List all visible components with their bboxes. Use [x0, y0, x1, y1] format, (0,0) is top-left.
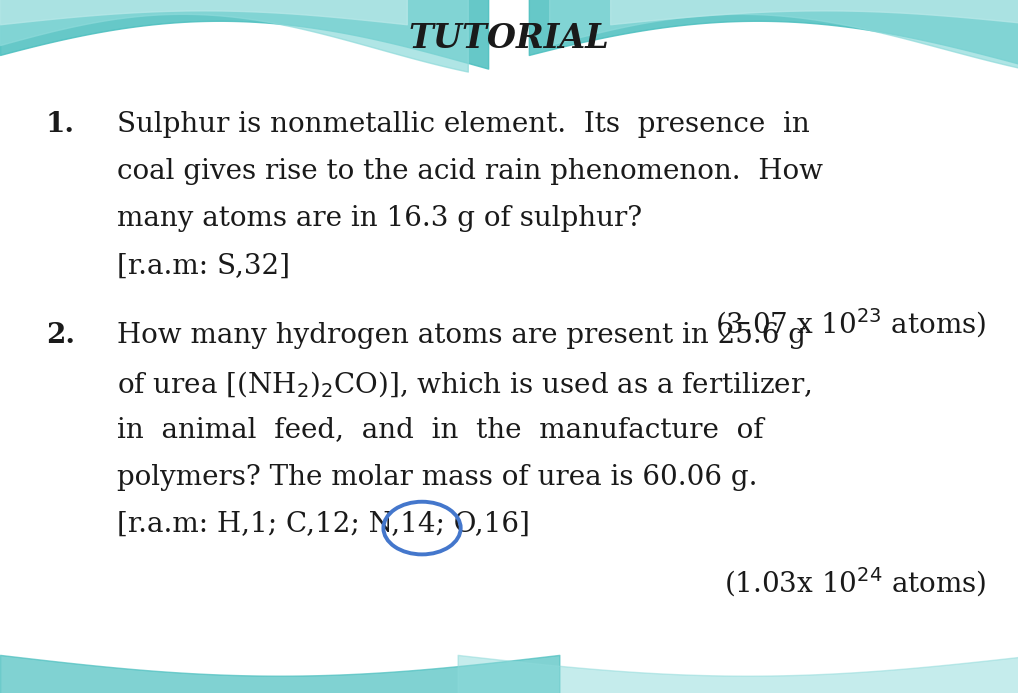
Text: many atoms are in 16.3 g of sulphur?: many atoms are in 16.3 g of sulphur?	[117, 205, 642, 232]
Text: [r.a.m: S,32]: [r.a.m: S,32]	[117, 252, 290, 279]
Text: 1.: 1.	[46, 111, 75, 138]
Text: (1.03x 10$^{24}$ atoms): (1.03x 10$^{24}$ atoms)	[724, 565, 986, 599]
Text: Sulphur is nonmetallic element.  Its  presence  in: Sulphur is nonmetallic element. Its pres…	[117, 111, 809, 138]
Text: of urea [(NH$_2$)$_2$CO)], which is used as a fertilizer,: of urea [(NH$_2$)$_2$CO)], which is used…	[117, 369, 811, 400]
Text: polymers? The molar mass of urea is 60.06 g.: polymers? The molar mass of urea is 60.0…	[117, 464, 757, 491]
Text: TUTORIAL: TUTORIAL	[408, 22, 609, 55]
Text: coal gives rise to the acid rain phenomenon.  How: coal gives rise to the acid rain phenome…	[117, 158, 823, 185]
Text: in  animal  feed,  and  in  the  manufacture  of: in animal feed, and in the manufacture o…	[117, 416, 763, 444]
Text: (3.07 x 10$^{23}$ atoms): (3.07 x 10$^{23}$ atoms)	[715, 306, 986, 340]
Text: How many hydrogen atoms are present in 25.6 g: How many hydrogen atoms are present in 2…	[117, 322, 806, 349]
Text: [r.a.m: H,1; C,12; N,14; O,16]: [r.a.m: H,1; C,12; N,14; O,16]	[117, 511, 529, 538]
Text: 2.: 2.	[46, 322, 75, 349]
